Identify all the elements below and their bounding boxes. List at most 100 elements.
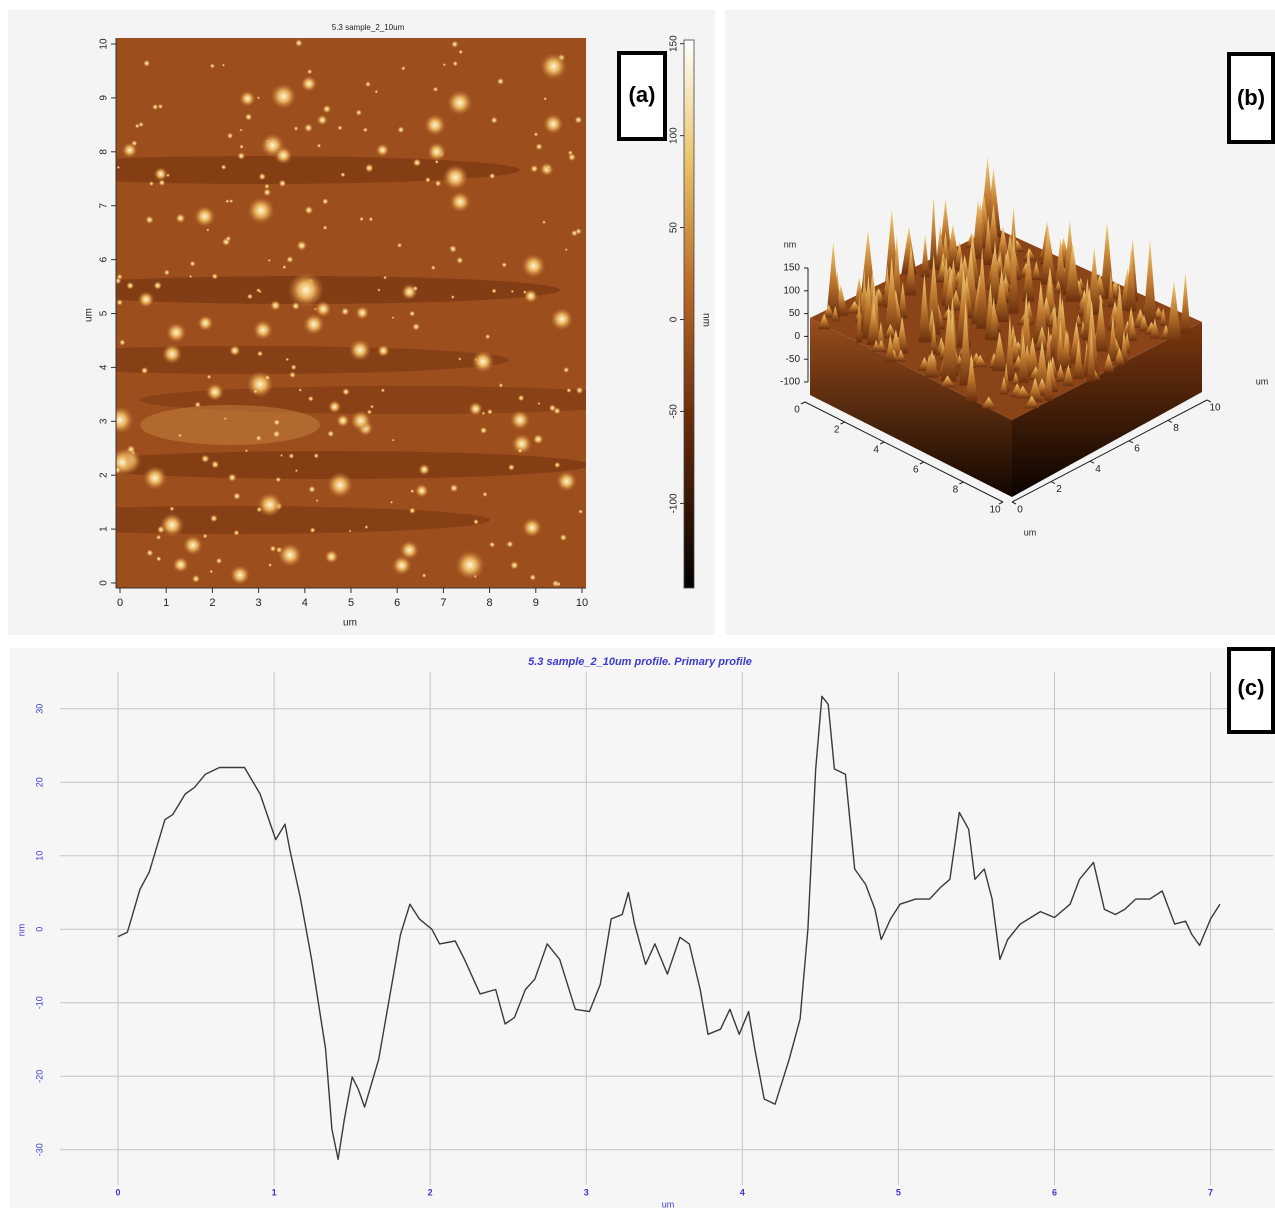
afm-particle: [138, 122, 143, 127]
afm-particle: [229, 345, 240, 356]
y-tick-label: 7: [99, 202, 110, 208]
afm-particle: [355, 109, 362, 116]
afm-particle: [304, 206, 313, 215]
afm-particle: [578, 509, 583, 514]
x-tick-label: 0: [116, 1187, 121, 1197]
y-tick-label: 6: [1134, 443, 1140, 454]
afm-particle: [288, 272, 324, 308]
afm-particle: [336, 414, 349, 427]
afm-particle: [257, 351, 263, 357]
afm-particle: [349, 530, 352, 533]
afm-particle: [307, 69, 313, 75]
afm-particle: [540, 53, 567, 80]
afm-particle: [210, 515, 218, 523]
afm-particle: [138, 291, 155, 308]
afm-particle: [166, 322, 186, 342]
afm-particle: [456, 257, 463, 264]
afm-particle: [447, 90, 473, 116]
afm-particle: [153, 281, 161, 289]
afm-particle: [195, 401, 201, 407]
x-tick-label: 3: [256, 597, 262, 609]
afm-particle: [164, 269, 170, 275]
afm-particle: [342, 388, 350, 396]
colorbar-tick-label: 100: [669, 127, 680, 144]
y-tick-label: 8: [99, 149, 110, 155]
afm-particle: [117, 166, 120, 169]
afm-particle: [365, 164, 374, 173]
afm-particle: [270, 545, 277, 552]
afm-particle: [435, 180, 442, 187]
afm-particle: [227, 133, 233, 139]
afm-particle: [258, 290, 261, 293]
y-tick-label: 3: [99, 418, 110, 424]
afm-particle: [482, 411, 486, 415]
afm-particle: [425, 177, 431, 183]
afm-particle: [556, 471, 577, 492]
afm-particle: [491, 117, 498, 124]
afm-particle: [122, 142, 137, 157]
afm-particle: [511, 290, 514, 293]
afm-particle: [546, 165, 551, 170]
afm-particle: [518, 395, 525, 402]
x-tick-label: 1: [272, 1187, 277, 1197]
afm-particle: [173, 557, 189, 573]
afm-particle: [240, 128, 243, 131]
afm-particle: [308, 486, 316, 494]
x-tick-label: 9: [533, 597, 539, 609]
afm-particle: [451, 295, 455, 299]
afm-particle: [145, 216, 154, 225]
afm-particle: [116, 299, 123, 306]
afm-particle: [210, 63, 215, 68]
y-tick-label: 9: [99, 95, 110, 101]
afm-particle: [316, 499, 319, 502]
afm-particle: [222, 64, 225, 67]
afm-particle: [327, 472, 353, 498]
afm-particle: [154, 167, 168, 181]
afm-particle: [529, 574, 536, 581]
afm-particle: [268, 259, 271, 262]
afm-particle: [239, 91, 255, 107]
afm-particle: [253, 389, 258, 394]
afm-particle: [146, 549, 153, 556]
afm-particle: [221, 164, 227, 170]
afm-particle: [169, 506, 174, 511]
z-tick-label: 0: [794, 331, 800, 342]
afm-particle: [194, 206, 216, 228]
afm-particle: [266, 139, 269, 142]
afm-particle: [410, 489, 414, 493]
afm-particle: [288, 453, 294, 459]
afm-particle: [158, 104, 164, 110]
afm-particle: [197, 315, 213, 331]
afm-particle: [449, 191, 470, 212]
afm-particle: [508, 464, 515, 471]
afm-particle: [543, 114, 563, 134]
x-tick-label: 10: [989, 505, 1001, 516]
afm-particle: [271, 83, 297, 109]
afm-particle: [390, 501, 393, 504]
x-tick-label: 0: [117, 597, 123, 609]
afm-particle: [452, 61, 458, 67]
afm-particle: [455, 550, 485, 580]
colorbar-tick-label: 50: [669, 222, 680, 234]
afm-particle: [498, 383, 503, 388]
colorbar-label: nm: [700, 313, 711, 327]
x-tick-label: 7: [1208, 1187, 1213, 1197]
afm-particle: [340, 172, 345, 177]
afm-particle: [233, 492, 241, 500]
x-tick-label: 10: [576, 597, 588, 609]
afm-particle: [158, 179, 165, 186]
afm-particle: [450, 484, 459, 493]
afm-particle: [443, 63, 446, 66]
afm-particle: [270, 300, 281, 311]
x-axis-label: um: [343, 618, 357, 629]
afm-particle: [563, 367, 569, 373]
afm-particle: [368, 217, 373, 222]
afm-particle: [143, 466, 167, 490]
afm-particle: [162, 344, 182, 364]
afm-particle: [228, 473, 237, 482]
afm-particle: [225, 236, 231, 242]
afm-particle: [317, 115, 328, 126]
x-tick-label: 1: [163, 597, 169, 609]
afm-particle: [397, 243, 402, 248]
y-tick-label: -30: [34, 1143, 44, 1156]
